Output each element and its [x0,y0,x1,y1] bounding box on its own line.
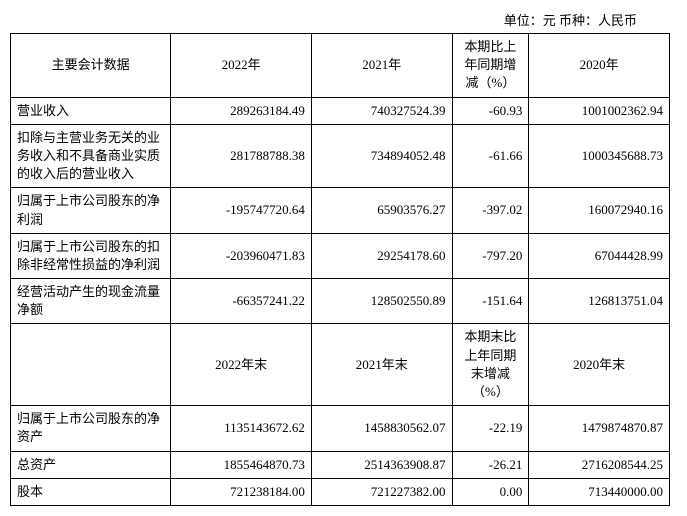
value-pct: -60.93 [452,97,529,124]
header-cell: 本期末比上年同期末增减（%） [452,324,529,406]
value-2020: 1001002362.94 [529,97,670,124]
header-cell: 2020年末 [529,324,670,406]
value-2021: 128502550.89 [311,279,452,324]
header-cell: 2021年 [311,34,452,98]
value-2022: -203960471.83 [171,233,312,278]
value-2020: 160072940.16 [529,188,670,233]
value-2020: 1000345688.73 [529,124,670,188]
value-2022: 289263184.49 [171,97,312,124]
header-cell: 2021年末 [311,324,452,406]
value-2022: 1135143672.62 [171,406,312,451]
table-row: 归属于上市公司股东的净资产1135143672.621458830562.07-… [11,406,670,451]
value-pct: -61.66 [452,124,529,188]
value-2021: 1458830562.07 [311,406,452,451]
value-2022: 281788788.38 [171,124,312,188]
value-2022: -195747720.64 [171,188,312,233]
value-2022: 1855464870.73 [171,451,312,478]
table-row: 营业收入289263184.49740327524.39-60.93100100… [11,97,670,124]
value-pct: -797.20 [452,233,529,278]
value-pct: -151.64 [452,279,529,324]
table-row: 扣除与主营业务无关的业务收入和不具备商业实质的收入后的营业收入281788788… [11,124,670,188]
table-row: 股本721238184.00721227382.000.00713440000.… [11,478,670,505]
value-pct: -22.19 [452,406,529,451]
table-header-row: 2022年末2021年末本期末比上年同期末增减（%）2020年末 [11,324,670,406]
value-2021: 65903576.27 [311,188,452,233]
row-label: 股本 [11,478,171,505]
value-2020: 1479874870.87 [529,406,670,451]
row-label: 经营活动产生的现金流量净额 [11,279,171,324]
row-label: 归属于上市公司股东的净利润 [11,188,171,233]
table-row: 总资产1855464870.732514363908.87-26.2127162… [11,451,670,478]
table-header-row: 主要会计数据2022年2021年本期比上年同期增减（%）2020年 [11,34,670,98]
value-pct: 0.00 [452,478,529,505]
value-2021: 734894052.48 [311,124,452,188]
value-2022: -66357241.22 [171,279,312,324]
value-2020: 713440000.00 [529,478,670,505]
table-row: 经营活动产生的现金流量净额-66357241.22128502550.89-15… [11,279,670,324]
row-label: 扣除与主营业务无关的业务收入和不具备商业实质的收入后的营业收入 [11,124,171,188]
header-cell: 2022年 [171,34,312,98]
row-label: 归属于上市公司股东的净资产 [11,406,171,451]
row-label: 归属于上市公司股东的扣除非经常性损益的净利润 [11,233,171,278]
row-label: 营业收入 [11,97,171,124]
value-pct: -397.02 [452,188,529,233]
financial-table: 主要会计数据2022年2021年本期比上年同期增减（%）2020年营业收入289… [10,33,670,506]
value-2021: 29254178.60 [311,233,452,278]
value-2022: 721238184.00 [171,478,312,505]
table-row: 归属于上市公司股东的净利润-195747720.6465903576.27-39… [11,188,670,233]
header-cell: 本期比上年同期增减（%） [452,34,529,98]
value-2021: 2514363908.87 [311,451,452,478]
header-cell [11,324,171,406]
value-2021: 740327524.39 [311,97,452,124]
header-cell: 主要会计数据 [11,34,171,98]
header-cell: 2022年末 [171,324,312,406]
value-2020: 126813751.04 [529,279,670,324]
unit-currency-line: 单位：元 币种：人民币 [10,10,677,29]
value-2020: 2716208544.25 [529,451,670,478]
table-row: 归属于上市公司股东的扣除非经常性损益的净利润-203960471.8329254… [11,233,670,278]
header-cell: 2020年 [529,34,670,98]
value-pct: -26.21 [452,451,529,478]
value-2021: 721227382.00 [311,478,452,505]
row-label: 总资产 [11,451,171,478]
value-2020: 67044428.99 [529,233,670,278]
